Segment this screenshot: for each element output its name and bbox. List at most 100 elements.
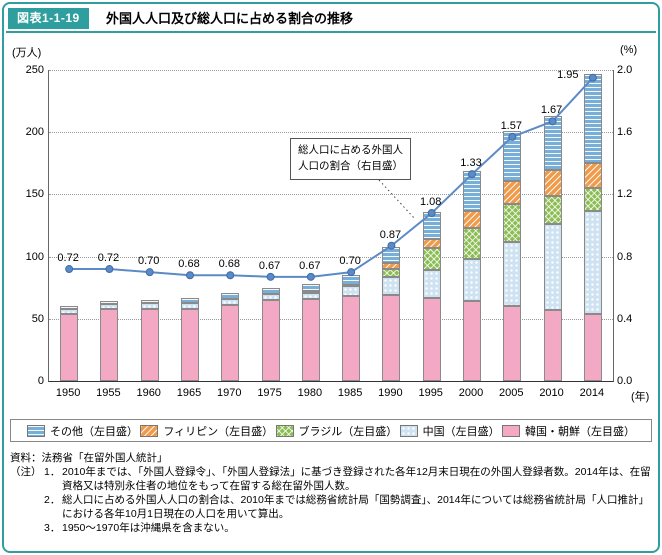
x-axis-tick: 1995 bbox=[418, 387, 443, 399]
note-row-3: 3． 1950〜1970年は沖縄県を含まない。 bbox=[10, 521, 656, 535]
left-axis-tick: 150 bbox=[25, 188, 44, 201]
left-axis-unit: (万人) bbox=[12, 47, 42, 59]
bar-segment-philippines bbox=[422, 239, 441, 248]
x-axis-tick: 2000 bbox=[458, 387, 484, 399]
x-axis-tick: 1980 bbox=[297, 387, 323, 399]
percent-value-label: 1.95 bbox=[557, 68, 579, 81]
percent-value-label: 0.68 bbox=[178, 258, 200, 271]
line-marker bbox=[306, 272, 315, 281]
line-marker bbox=[508, 132, 517, 141]
bar-segment-korea bbox=[382, 295, 401, 381]
note-row-2: 2． 総人口に占める外国人人口の割合は、2010年までは総務省統計局「国勢調査」、… bbox=[10, 493, 656, 521]
percent-value-label: 0.67 bbox=[258, 259, 281, 272]
legend-label-brazil: ブラジル（左目盛） bbox=[298, 425, 398, 438]
note-row-1: （注） 1． 2010年までは、「外国人登録令」、「外国人登録法」に基づき登録された… bbox=[10, 465, 656, 493]
left-axis-tick: 50 bbox=[31, 312, 44, 325]
x-axis-unit: (年) bbox=[631, 391, 650, 403]
bar-segment-brazil bbox=[463, 228, 481, 260]
bar-segment-china bbox=[181, 302, 199, 309]
legend-item-china: 中国（左目盛） bbox=[399, 423, 500, 439]
bar-segment-philippines bbox=[382, 262, 401, 270]
bar-segment-other bbox=[60, 306, 79, 309]
note-label bbox=[10, 493, 44, 521]
bar-segment-korea bbox=[422, 297, 441, 381]
legend: その他（左目盛） フィリピン（左目盛） ブラジル（左目盛） 中国（左目盛） 韓国・朝鮮（… bbox=[10, 419, 652, 442]
x-axis-tick: 1965 bbox=[176, 387, 202, 399]
bar-segment-other bbox=[463, 170, 481, 211]
legend-label-other: その他（左目盛） bbox=[50, 425, 138, 438]
x-axis-tick: 1990 bbox=[378, 387, 403, 399]
legend-item-brazil: ブラジル（左目盛） bbox=[275, 423, 398, 439]
legend-item-korea: 韓国・朝鮮（左目盛） bbox=[502, 423, 635, 439]
bar-segment-china bbox=[422, 270, 441, 298]
bar-segment-other bbox=[181, 297, 199, 303]
left-axis-tick: 100 bbox=[25, 250, 44, 263]
note-text: 総人口に占める外国人人口の割合は、2010年までは総務省統計局「国勢調査」、20… bbox=[62, 494, 649, 521]
percent-value-label: 0.70 bbox=[339, 255, 361, 268]
line-annotation-text-2: 人口の割合（右目盛） bbox=[298, 159, 403, 172]
percent-value-label: 1.57 bbox=[500, 119, 522, 132]
x-axis-tick: 1985 bbox=[337, 387, 363, 399]
bar-segment-korea bbox=[261, 300, 280, 381]
right-axis-tick: 0.4 bbox=[617, 312, 633, 325]
legend-label-philippines: フィリピン（左目盛） bbox=[163, 425, 274, 438]
percent-value-label: 0.70 bbox=[137, 255, 160, 268]
percent-value-label: 0.72 bbox=[97, 252, 120, 265]
bar-segment-korea bbox=[463, 301, 481, 381]
source-line: 資料：法務省「在留外国人統計」 bbox=[10, 452, 168, 464]
line-marker bbox=[387, 241, 396, 250]
legend-swatch-korea bbox=[502, 424, 520, 437]
bar-segment-brazil bbox=[382, 269, 401, 277]
notes-list: （注） 1． 2010年までは、「外国人登録令」、「外国人登録法」に基づき登録された… bbox=[10, 465, 656, 535]
bar-segment-other bbox=[301, 283, 320, 292]
gridline bbox=[49, 70, 613, 71]
bar-segment-korea bbox=[503, 306, 522, 381]
bar-segment-china bbox=[543, 224, 562, 311]
note-text: 2010年までは、「外国人登録令」、「外国人登録法」に基づき登録された各年12月… bbox=[62, 466, 651, 493]
percent-value-label: 1.08 bbox=[419, 196, 442, 209]
line-marker bbox=[266, 272, 275, 281]
bar-segment-china bbox=[382, 276, 401, 296]
bar-segment-china bbox=[261, 293, 280, 301]
bar-segment-china bbox=[221, 298, 240, 306]
percent-value-label: 0.87 bbox=[379, 228, 402, 241]
line-marker bbox=[145, 268, 154, 277]
bar-segment-other bbox=[261, 287, 280, 294]
percent-value-label: 0.68 bbox=[218, 258, 240, 271]
line-marker bbox=[105, 265, 114, 274]
x-axis-tick: 1975 bbox=[257, 387, 282, 399]
bar-segment-other bbox=[140, 300, 159, 303]
note-label: （注） bbox=[10, 466, 42, 479]
bar-segment-other bbox=[100, 301, 119, 304]
bar-segment-korea bbox=[140, 308, 159, 381]
bar-segment-china bbox=[60, 308, 79, 314]
x-axis-tick: 1955 bbox=[96, 387, 121, 399]
gridline bbox=[49, 256, 613, 258]
bar-segment-brazil bbox=[422, 247, 441, 271]
line-marker bbox=[347, 268, 356, 277]
right-axis-unit: (%) bbox=[620, 44, 638, 56]
bar-segment-china bbox=[342, 286, 361, 297]
right-axis-tick: 0.0 bbox=[617, 375, 633, 387]
percent-value-label: 1.33 bbox=[460, 157, 482, 170]
bar-segment-china bbox=[463, 259, 481, 302]
bar-segment-korea bbox=[342, 296, 361, 381]
bar-segment-korea bbox=[60, 313, 79, 381]
bar-segment-korea bbox=[181, 308, 199, 381]
percent-value-label: 1.67 bbox=[540, 104, 563, 117]
bar-segment-other bbox=[221, 292, 240, 299]
legend-item-other: その他（左目盛） bbox=[27, 423, 138, 439]
line-marker bbox=[588, 73, 597, 82]
line-marker bbox=[427, 209, 436, 218]
bar-segment-other bbox=[543, 116, 562, 170]
right-axis-tick: 1.6 bbox=[617, 126, 633, 139]
percent-value-label: 0.67 bbox=[299, 259, 321, 272]
x-axis-tick: 1960 bbox=[136, 387, 161, 399]
line-annotation: 総人口に占める外国人 人口の割合（右目盛） bbox=[290, 138, 411, 180]
note-number: 1． bbox=[44, 466, 61, 479]
left-axis-tick: 0 bbox=[37, 375, 44, 387]
right-axis-tick: 0.8 bbox=[617, 250, 633, 263]
legend-item-philippines: フィリピン（左目盛） bbox=[140, 423, 273, 439]
legend-swatch-other bbox=[27, 424, 45, 437]
